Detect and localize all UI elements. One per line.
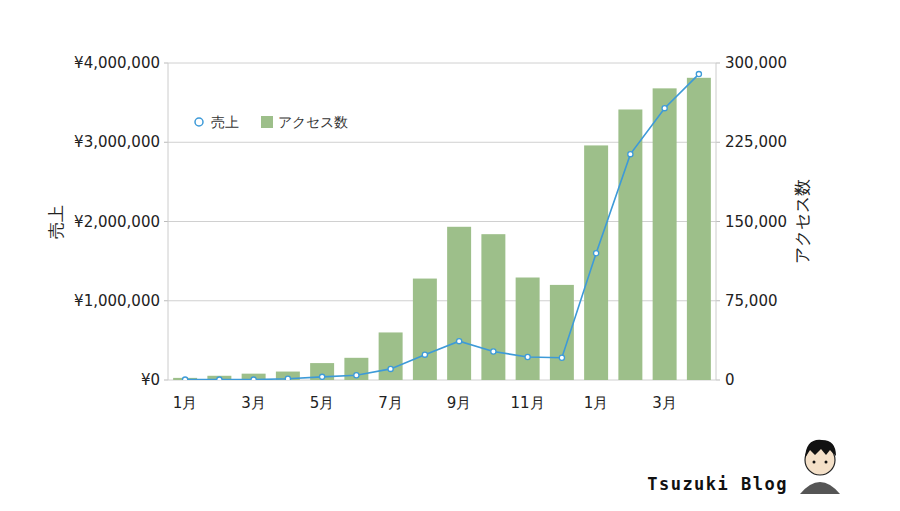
legend-label: アクセス数 (278, 114, 348, 130)
watermark: Tsuzuki Blog (647, 474, 788, 494)
bar (516, 278, 540, 380)
tick-mark (164, 221, 168, 222)
x-tick-label: 9月 (447, 394, 472, 412)
marker (285, 376, 290, 380)
legend-label: 売上 (211, 114, 239, 130)
bar (653, 88, 677, 380)
avatar-eye (813, 461, 816, 464)
marker (594, 251, 599, 256)
avatar-eye (825, 461, 828, 464)
x-tick-label: 7月 (378, 394, 403, 412)
chart: ¥0 ¥1,000,000 ¥2,000,000 ¥3,000,000 ¥4,000,0… (0, 0, 900, 511)
tick-mark (164, 63, 168, 64)
marker (696, 71, 701, 76)
marker (217, 377, 222, 380)
marker (662, 106, 667, 111)
marker (491, 349, 496, 354)
y-axis-line (168, 63, 169, 380)
bar (344, 358, 368, 380)
bar (618, 109, 642, 380)
x-tick-label: 3月 (241, 394, 266, 412)
marker (388, 366, 393, 371)
marker (525, 354, 530, 359)
avatar (800, 440, 840, 494)
marker (559, 355, 564, 360)
legend-swatch (261, 116, 273, 128)
y-tick-label: ¥1,000,000 (74, 292, 160, 310)
marker (422, 352, 427, 357)
y2-tick-label: 150,000 (725, 213, 787, 231)
y2-axis-title: アクセス数 (792, 179, 812, 264)
grid-line (168, 63, 716, 64)
marker (251, 377, 256, 380)
marker (628, 152, 633, 157)
y-tick-label: ¥2,000,000 (74, 213, 160, 231)
avatar-body (800, 482, 840, 494)
marker (320, 374, 325, 379)
bar (481, 234, 505, 380)
legend-swatch (195, 118, 203, 126)
bar (379, 332, 403, 380)
tick-mark (164, 380, 168, 381)
y2-tick-label: 0 (725, 371, 735, 389)
bar (413, 279, 437, 380)
bar (687, 78, 711, 380)
bar (447, 227, 471, 380)
y-axis-title: 売上 (46, 205, 66, 239)
tick-mark (716, 221, 720, 222)
avatar-hair (805, 440, 836, 458)
x-tick-label: 1月 (173, 394, 198, 412)
tick-mark (164, 142, 168, 143)
y-tick-label: ¥3,000,000 (74, 133, 160, 151)
y2-tick-label: 75,000 (725, 292, 778, 310)
tick-mark (716, 142, 720, 143)
tick-mark (716, 63, 720, 64)
bar (584, 145, 608, 380)
x-tick-label: 1月 (584, 394, 609, 412)
marker (354, 373, 359, 378)
y-tick-label: ¥4,000,000 (74, 54, 160, 72)
x-tick-label: 5月 (310, 394, 335, 412)
tick-mark (716, 300, 720, 301)
x-tick-label: 3月 (652, 394, 677, 412)
tick-mark (164, 300, 168, 301)
marks (173, 71, 711, 380)
tick-mark (716, 380, 720, 381)
marker (457, 339, 462, 344)
x-tick-label: 11月 (511, 394, 545, 412)
y2-axis-line (716, 63, 717, 380)
y2-tick-label: 300,000 (725, 54, 787, 72)
y2-tick-label: 225,000 (725, 133, 787, 151)
y-tick-label: ¥0 (141, 371, 160, 389)
legend: 売上 アクセス数 (195, 114, 348, 130)
marker (183, 377, 188, 380)
line (185, 74, 699, 380)
